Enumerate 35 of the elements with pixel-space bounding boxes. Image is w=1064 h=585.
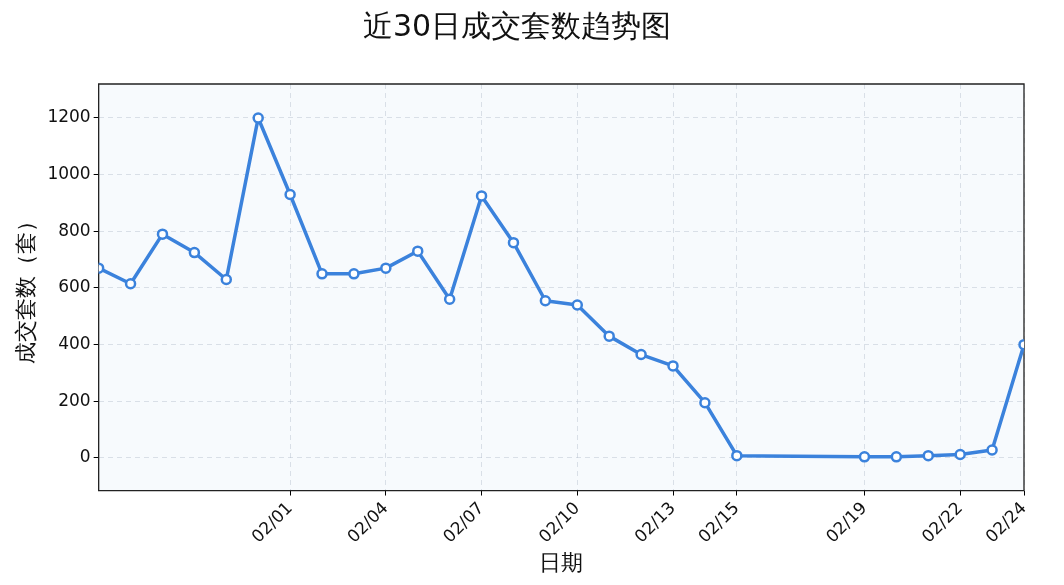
point	[252, 112, 264, 124]
point	[507, 236, 520, 249]
point	[380, 262, 392, 274]
y-tick-label: 200	[58, 389, 91, 410]
point	[667, 360, 679, 372]
point	[348, 268, 360, 280]
point	[699, 396, 711, 409]
point	[156, 228, 169, 240]
y-tick-label: 1200	[47, 106, 91, 127]
point	[124, 277, 137, 290]
point	[986, 444, 998, 456]
point	[571, 299, 584, 311]
point	[412, 245, 424, 257]
chart-title: 近30日成交套数趋势图	[362, 7, 672, 43]
y-axis-title: 成交套数（套）	[12, 210, 38, 365]
point	[922, 449, 935, 462]
y-tick-label: 400	[58, 333, 91, 354]
point	[890, 451, 903, 463]
y-tick-label: 600	[58, 276, 91, 297]
point	[475, 190, 488, 202]
point	[731, 449, 743, 462]
point	[316, 268, 328, 280]
y-tick-label: 0	[79, 446, 91, 467]
point	[858, 451, 871, 463]
point	[188, 246, 201, 259]
point	[539, 294, 552, 307]
point	[443, 293, 456, 306]
point	[603, 330, 615, 342]
point	[284, 188, 296, 201]
point	[635, 348, 647, 361]
point	[954, 448, 966, 461]
y-tick-label: 1000	[47, 163, 91, 184]
x-axis-title: 日期	[539, 549, 584, 575]
y-tick-label: 800	[58, 219, 91, 240]
point	[220, 273, 233, 286]
